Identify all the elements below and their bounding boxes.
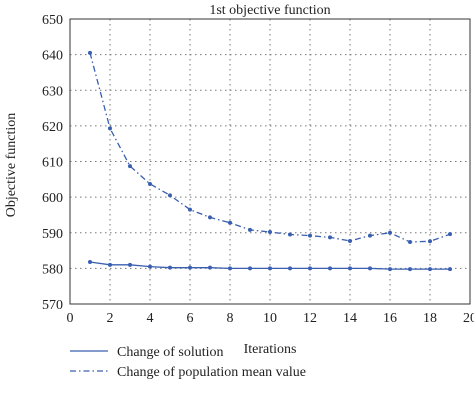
y-tick-label: 580 <box>42 262 63 277</box>
series-1-point <box>188 265 192 270</box>
series-2-point <box>208 215 212 220</box>
series-2-point <box>188 207 192 212</box>
legend-label-2: Change of population mean value <box>117 365 306 380</box>
legend-label-1: Change of solution <box>117 345 224 360</box>
series-1-point <box>348 266 352 271</box>
series-2-point <box>348 238 352 243</box>
series-2-point <box>228 220 232 225</box>
series-layer <box>88 50 452 272</box>
series-1-point <box>428 267 432 272</box>
x-tick-label: 20 <box>463 311 474 326</box>
series-1-point <box>168 265 172 270</box>
x-axis: 0 2 4 6 8 10 12 14 16 18 20 <box>67 311 474 326</box>
series-1-point <box>148 264 152 269</box>
series-2-point <box>428 239 432 244</box>
series-2-point <box>408 240 412 245</box>
series-2-point <box>88 50 92 55</box>
series-2-point <box>308 233 312 238</box>
series-2-point <box>108 126 112 131</box>
x-tick-label: 0 <box>67 311 74 326</box>
series-1-point <box>328 266 332 271</box>
x-tick-label: 12 <box>303 311 317 326</box>
series-2-point <box>168 193 172 198</box>
plot-frame <box>69 18 471 305</box>
series-2-point <box>368 233 372 238</box>
series-1-point <box>368 266 372 271</box>
y-tick-label: 650 <box>42 13 63 28</box>
series-1-point <box>88 259 92 264</box>
series-2-point <box>388 230 392 235</box>
series-2-point <box>248 227 252 232</box>
y-tick-label: 630 <box>42 84 63 99</box>
x-tick-label: 6 <box>187 311 194 326</box>
series-1-point <box>308 266 312 271</box>
y-tick-label: 600 <box>42 191 63 206</box>
y-tick-label: 620 <box>42 120 63 135</box>
series-1-point <box>408 267 412 272</box>
y-tick-label: 640 <box>42 49 63 64</box>
series-2-point <box>148 181 152 186</box>
y-tick-label: 570 <box>42 298 63 313</box>
chart-title: 1st objective function <box>209 3 330 18</box>
x-tick-label: 4 <box>147 311 154 326</box>
series-1-point <box>448 267 452 272</box>
y-tick-label: 590 <box>42 227 63 242</box>
series-1-point <box>208 265 212 270</box>
series-1-point <box>388 267 392 272</box>
x-tick-label: 16 <box>383 311 397 326</box>
y-tick-label: 610 <box>42 156 63 171</box>
series-1-point <box>128 262 132 267</box>
x-tick-label: 10 <box>263 311 277 326</box>
x-tick-label: 14 <box>343 311 357 326</box>
x-axis-title: Iterations <box>244 342 297 357</box>
series-2-point <box>268 230 272 235</box>
x-tick-label: 8 <box>227 311 234 326</box>
y-axis: 570 580 590 600 610 620 630 640 650 <box>42 13 63 313</box>
x-tick-label: 2 <box>107 311 114 326</box>
series-1-point <box>288 266 292 271</box>
series-2-point <box>328 235 332 240</box>
series-1-point <box>268 266 272 271</box>
series-2-point <box>288 232 292 237</box>
series-1-point <box>108 262 112 267</box>
x-tick-label: 18 <box>423 311 437 326</box>
series-1-point <box>228 266 232 271</box>
legend: Change of solution Change of population m… <box>70 345 306 380</box>
series-2-point <box>128 164 132 169</box>
y-axis-title: Objective function <box>4 113 19 218</box>
series-1-point <box>248 266 252 271</box>
series-2-point <box>448 232 452 237</box>
